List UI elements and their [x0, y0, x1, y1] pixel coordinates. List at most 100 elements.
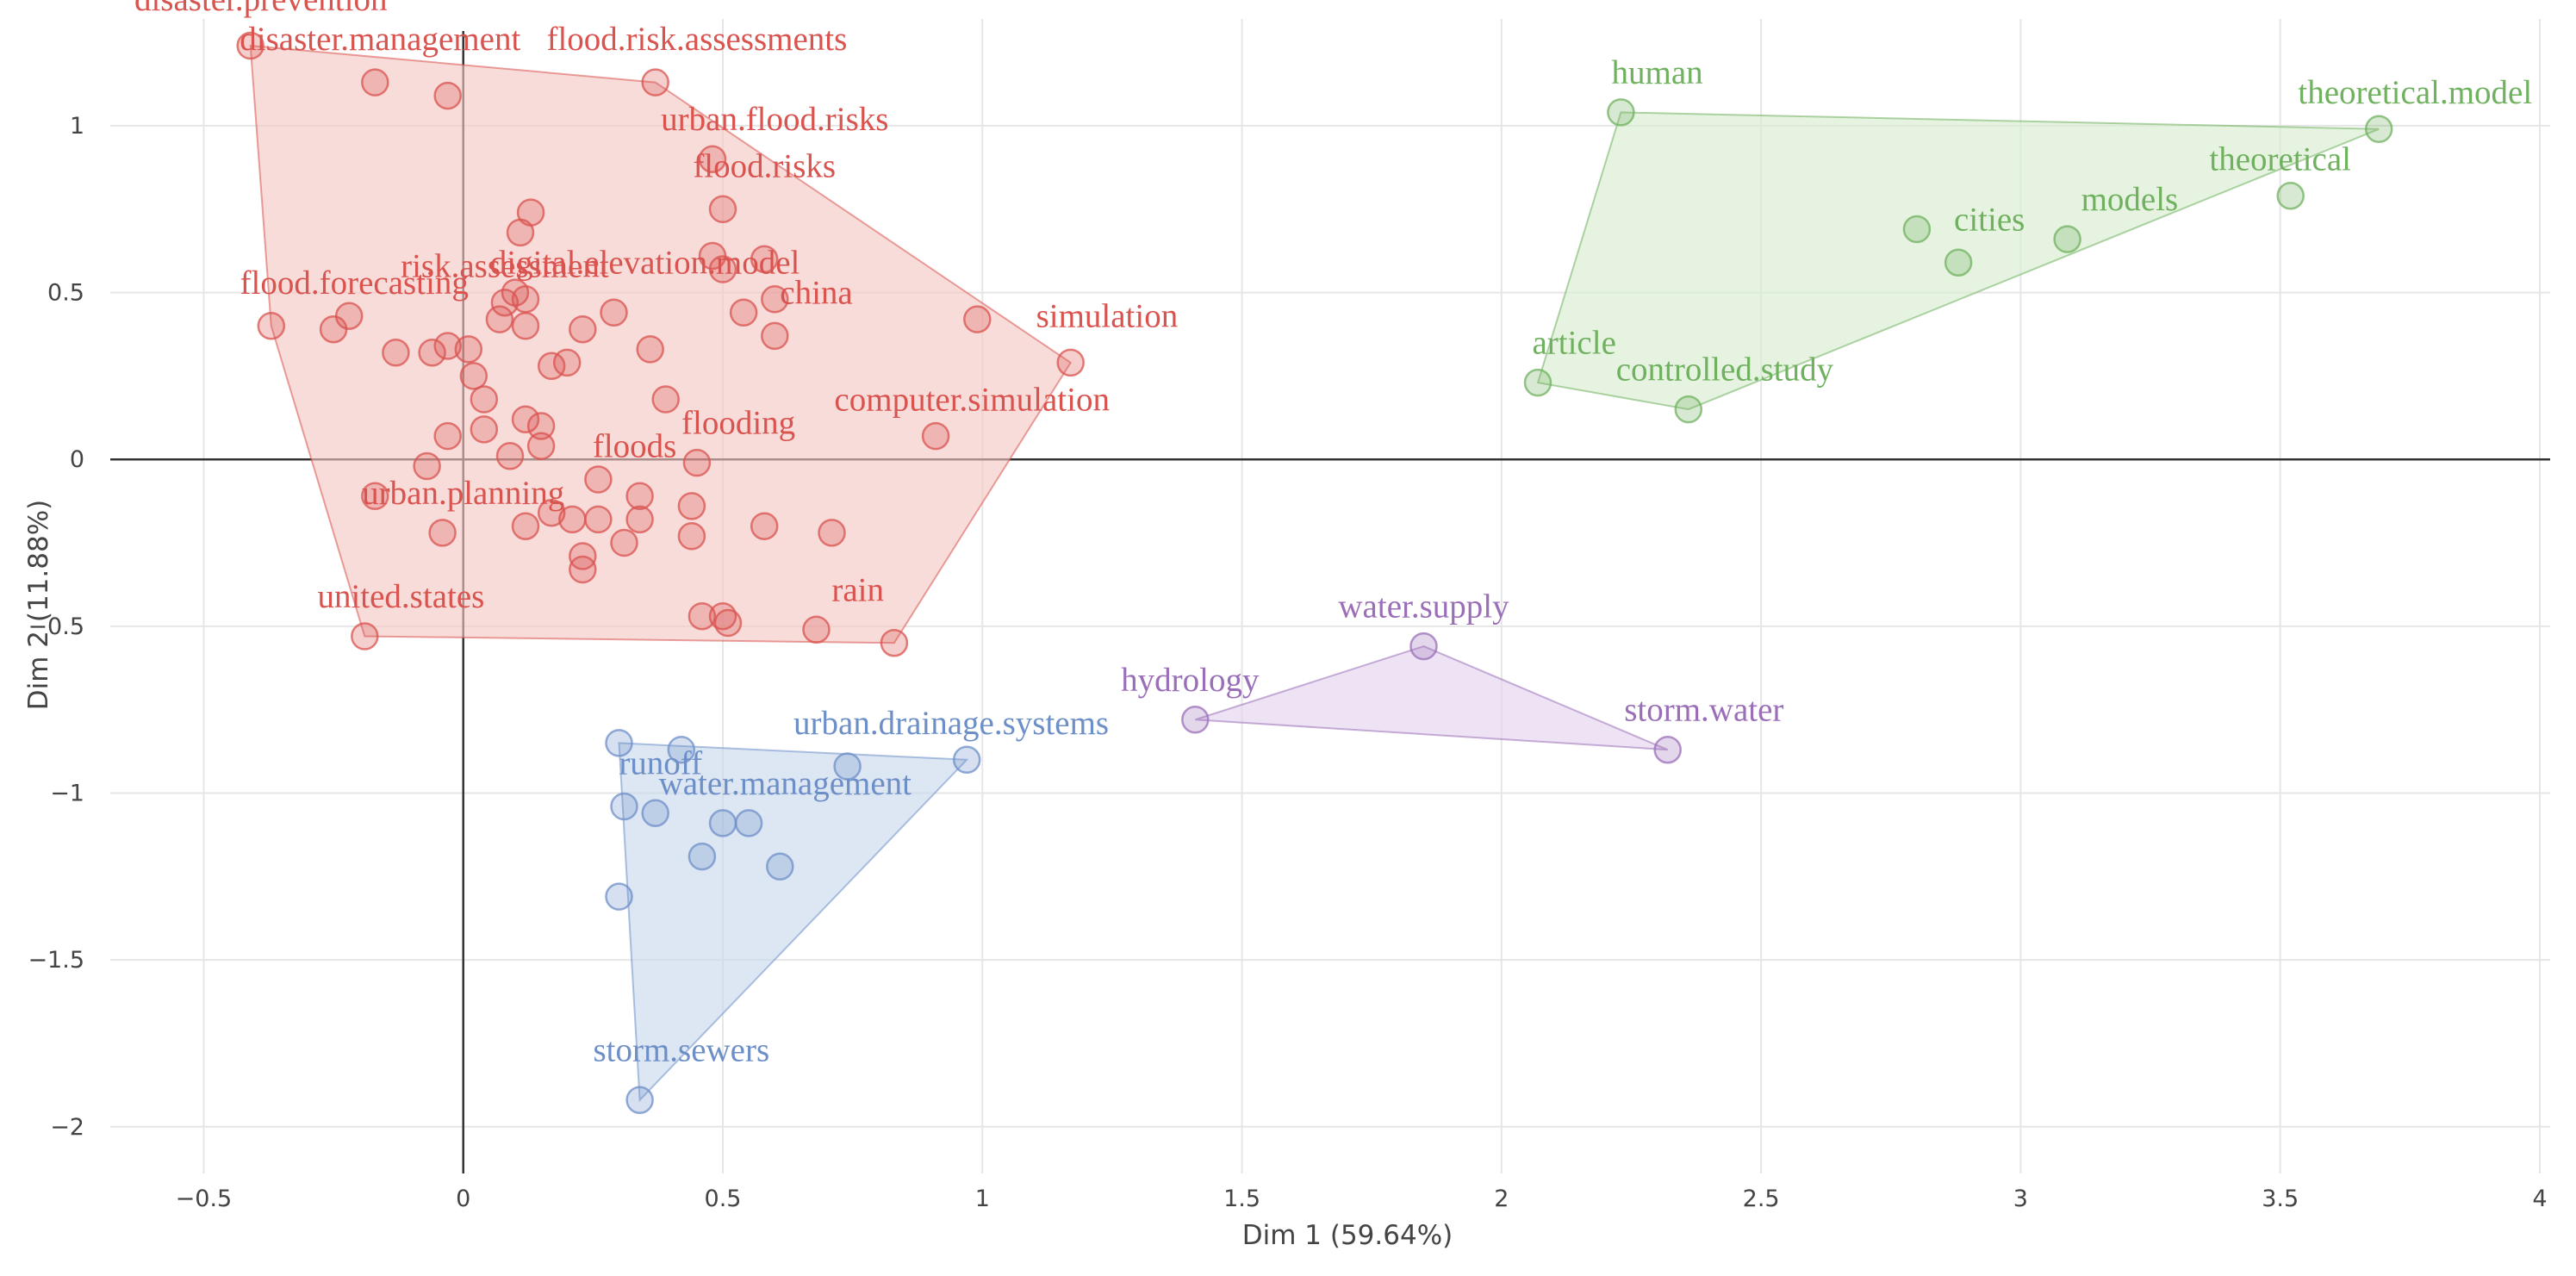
cluster-1-point	[698, 145, 727, 173]
cluster-3-label: hydrology	[1121, 662, 1260, 699]
cluster-3-point	[1181, 706, 1210, 734]
cluster-1-point	[485, 305, 514, 333]
cluster-4-point	[1944, 248, 1973, 277]
cluster-2-label: runoff	[619, 745, 702, 782]
cluster-1-point	[459, 362, 488, 390]
cluster-4-point	[1607, 98, 1635, 127]
cluster-1-point	[454, 335, 483, 364]
cluster-1-point	[433, 81, 462, 110]
cluster-4-point	[1902, 215, 1932, 244]
cluster-1-point	[677, 492, 706, 520]
cluster-1-point	[880, 628, 909, 657]
cluster-2-point	[688, 842, 717, 871]
cluster-1-point	[490, 288, 520, 317]
cluster-4-point	[1674, 395, 1703, 424]
cluster-3-point	[1653, 735, 1682, 764]
y-tick-label: −0.5	[28, 613, 84, 640]
cluster-2-label: urban.drainage.systems	[793, 705, 1109, 742]
cluster-4-label: cities	[1954, 201, 2025, 238]
cluster-1-point	[511, 512, 540, 540]
cluster-1-label: simulation	[1036, 298, 1179, 335]
cluster-1-point	[750, 245, 779, 274]
cluster-1-point	[361, 482, 389, 511]
cluster-2-label: water.management	[659, 765, 912, 802]
cluster-1-label: flooding	[681, 405, 795, 442]
cluster-1-point	[382, 339, 410, 367]
cluster-4-point	[2053, 225, 2081, 253]
cluster-1-label: urban.flood.risks	[661, 101, 888, 138]
cluster-1-point	[651, 385, 680, 414]
cluster-3-point	[1409, 632, 1438, 661]
y-tick-label: −1	[50, 780, 84, 806]
cluster-1-point	[537, 498, 566, 527]
cluster-1-point	[526, 432, 556, 460]
cluster-1-label: risk.assessment	[401, 248, 609, 285]
cluster-4-point	[1523, 368, 1552, 397]
cluster-2-point	[766, 852, 794, 881]
cluster-1-point	[569, 555, 597, 584]
cluster-1-point	[677, 522, 706, 551]
cluster-1-point	[418, 339, 446, 367]
cluster-4-label: theoretical	[2209, 141, 2351, 178]
cluster-3-label: water.supply	[1338, 588, 1509, 626]
x-tick-label: 1.5	[1223, 1186, 1260, 1212]
cluster-1-point	[625, 505, 654, 534]
cluster-1-point	[511, 405, 540, 433]
x-tick-label: 3.5	[2262, 1186, 2299, 1212]
data-points	[236, 31, 2393, 1115]
x-tick-label: 4	[2532, 1186, 2547, 1212]
cluster-2-hull	[618, 742, 969, 1103]
cluster-1-point	[761, 285, 789, 314]
cluster-1-label: disaster.prevention	[134, 0, 388, 18]
cluster-1-point	[433, 421, 462, 451]
cluster-1-point	[625, 482, 654, 511]
y-tick-label: −2	[50, 1114, 84, 1141]
cluster-1-point	[319, 314, 348, 344]
cluster-4-label: controlled.study	[1616, 352, 1834, 389]
cluster-2-point	[610, 792, 638, 821]
cluster-1-point	[511, 312, 540, 340]
cluster-2-point	[605, 729, 633, 757]
x-tick-label: 2	[1494, 1186, 1509, 1212]
cluster-1-point	[600, 298, 628, 327]
x-tick-label: 3	[2013, 1186, 2028, 1212]
y-tick-label: 0	[70, 446, 84, 473]
x-axis-title: Dim 1 (59.64%)	[1242, 1220, 1453, 1251]
cluster-2-point	[734, 809, 763, 837]
x-tick-label: 0	[456, 1186, 470, 1212]
cluster-4-label: article	[1532, 325, 1615, 362]
cluster-1-point	[610, 528, 638, 557]
cluster-1-label: computer.simulation	[834, 382, 1110, 419]
cluster-1-label: floods	[593, 428, 677, 465]
cluster-1-label: flood.risks	[693, 147, 836, 184]
y-tick-label: −1.5	[28, 947, 84, 974]
cluster-1-label: flood.risk.assessments	[546, 21, 847, 58]
cluster-1-point	[552, 348, 582, 377]
cluster-2-point	[605, 882, 633, 911]
cluster-1-point	[470, 385, 499, 414]
cluster-3-label: storm.water	[1624, 692, 1783, 729]
cluster-1-point	[818, 519, 846, 547]
cluster-1-point	[511, 285, 540, 314]
cluster-1-point	[688, 601, 717, 631]
cluster-4-hull	[1536, 111, 2380, 411]
cluster-2-point	[952, 745, 981, 775]
x-tick-label: 2.5	[1743, 1186, 1780, 1212]
cluster-2-point	[625, 1086, 654, 1115]
x-tick-label: 1	[975, 1186, 990, 1212]
cluster-1-point	[750, 512, 779, 540]
x-tick-label: −0.5	[176, 1186, 233, 1212]
cluster-3-hull	[1194, 645, 1669, 751]
cluster-hulls	[249, 44, 2380, 1103]
cluster-1-hull	[249, 44, 1073, 644]
cluster-1-point	[921, 421, 950, 451]
x-tick-label: 0.5	[705, 1186, 742, 1212]
cluster-4-point	[2364, 115, 2393, 144]
y-tick-label: 1	[70, 113, 84, 140]
cluster-1-label: disaster.management	[240, 21, 520, 58]
cluster-1-point	[636, 335, 664, 364]
cluster-1-point	[708, 195, 737, 224]
cluster-1-point	[413, 451, 441, 481]
cluster-1-label: flood.forecasting	[240, 265, 469, 302]
